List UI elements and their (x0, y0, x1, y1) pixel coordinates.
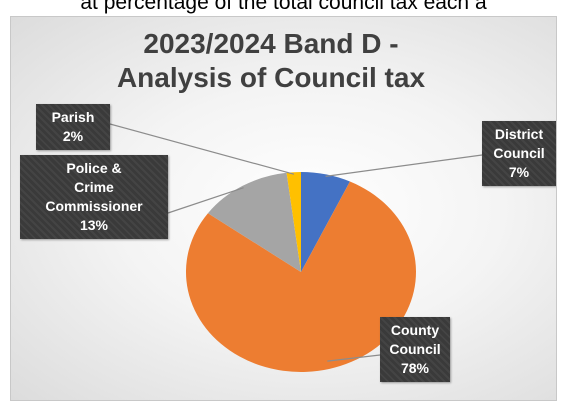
pie-chart (109, 123, 483, 373)
chart-title-line-1: 2023/2024 Band D - (143, 28, 399, 59)
data-label-police-line-2: Crime (74, 179, 114, 195)
pie-slice-police-crime-commissioner (207, 172, 301, 272)
data-label-county-council: County Council 78% (380, 317, 450, 382)
leader-line-district-council (325, 154, 483, 177)
leader-line-parish (109, 123, 295, 175)
data-label-police-line-3: Commissioner (45, 198, 143, 214)
chart-title-line-2: Analysis of Council tax (116, 62, 426, 93)
leader-line-county-council (327, 354, 381, 362)
data-label-parish-line-1: Parish (51, 109, 95, 125)
data-label-county-council-line-2: Council (389, 341, 441, 357)
pie-slice-county-council (185, 181, 416, 373)
data-label-police-line-1: Police & (66, 160, 122, 176)
data-label-county-council-value: 78% (400, 360, 430, 376)
data-label-district-council-value: 7% (508, 164, 530, 180)
pie-slice-parish (286, 172, 301, 272)
data-label-district-council: District Council 7% (482, 121, 556, 186)
chart-area: 2023/2024 Band D - Analysis of Council t… (10, 16, 557, 401)
data-label-parish-value: 2% (62, 128, 84, 144)
data-label-police-crime-commissioner: Police & Crime Commissioner 13% (20, 155, 168, 239)
pie-slice-district-council (301, 172, 350, 272)
data-label-district-council-line-1: District (494, 126, 544, 142)
data-label-parish: Parish 2% (36, 104, 110, 150)
data-label-police-value: 13% (79, 217, 109, 233)
data-label-county-council-line-1: County (390, 322, 440, 338)
data-label-district-council-line-2: Council (493, 145, 545, 161)
leader-line-police-crime-commissioner (167, 187, 244, 214)
chart-title: 2023/2024 Band D - Analysis of Council t… (71, 27, 471, 95)
top-caption: at percentage of the total council tax e… (80, 0, 487, 14)
